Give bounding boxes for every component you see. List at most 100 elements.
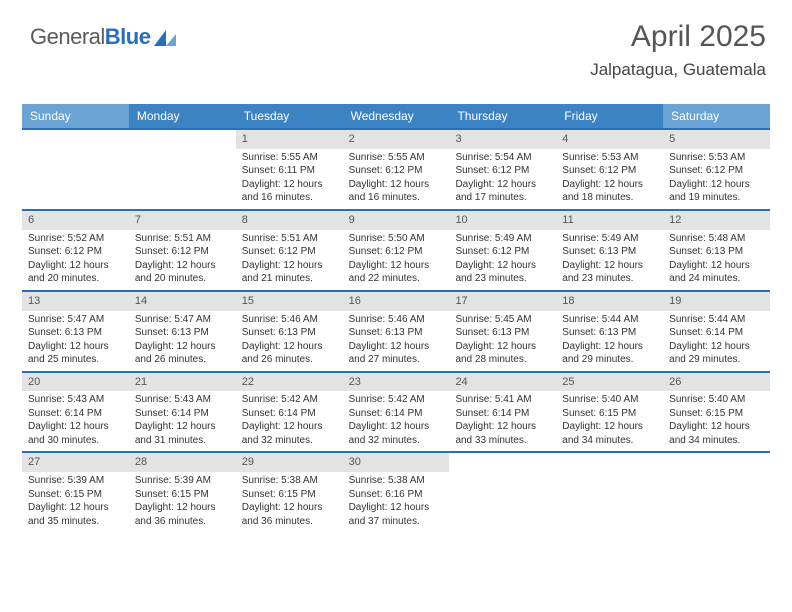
day-number: 12 (663, 211, 770, 230)
day-cell: 19Sunrise: 5:44 AMSunset: 6:14 PMDayligh… (663, 292, 770, 371)
sunrise-line: Sunrise: 5:43 AM (28, 393, 123, 407)
sunrise-line: Sunrise: 5:38 AM (349, 474, 444, 488)
sunset-line: Sunset: 6:13 PM (242, 326, 337, 340)
sunset-line: Sunset: 6:12 PM (349, 164, 444, 178)
day-body: Sunrise: 5:53 AMSunset: 6:12 PMDaylight:… (556, 149, 663, 209)
day-number: 19 (663, 292, 770, 311)
daylight-line: Daylight: 12 hours and 21 minutes. (242, 259, 337, 286)
day-cell: 3Sunrise: 5:54 AMSunset: 6:12 PMDaylight… (449, 130, 556, 209)
sunrise-line: Sunrise: 5:54 AM (455, 151, 550, 165)
day-header-monday: Monday (129, 104, 236, 128)
day-cell: 25Sunrise: 5:40 AMSunset: 6:15 PMDayligh… (556, 373, 663, 452)
day-number: 13 (22, 292, 129, 311)
day-body: Sunrise: 5:42 AMSunset: 6:14 PMDaylight:… (343, 391, 450, 451)
month-title: April 2025 (590, 20, 766, 54)
day-body: Sunrise: 5:52 AMSunset: 6:12 PMDaylight:… (22, 230, 129, 290)
day-body: Sunrise: 5:41 AMSunset: 6:14 PMDaylight:… (449, 391, 556, 451)
header-right: April 2025 Jalpatagua, Guatemala (590, 20, 766, 80)
sunrise-line: Sunrise: 5:39 AM (28, 474, 123, 488)
day-header-friday: Friday (556, 104, 663, 128)
day-number: 22 (236, 373, 343, 392)
sunrise-line: Sunrise: 5:55 AM (349, 151, 444, 165)
day-body: Sunrise: 5:53 AMSunset: 6:12 PMDaylight:… (663, 149, 770, 209)
sunset-line: Sunset: 6:14 PM (455, 407, 550, 421)
calendar: SundayMondayTuesdayWednesdayThursdayFrid… (22, 104, 770, 532)
day-header-thursday: Thursday (449, 104, 556, 128)
day-body: Sunrise: 5:40 AMSunset: 6:15 PMDaylight:… (556, 391, 663, 451)
sunrise-line: Sunrise: 5:48 AM (669, 232, 764, 246)
day-cell-empty (556, 453, 663, 532)
sunrise-line: Sunrise: 5:38 AM (242, 474, 337, 488)
day-cell: 24Sunrise: 5:41 AMSunset: 6:14 PMDayligh… (449, 373, 556, 452)
day-cell: 9Sunrise: 5:50 AMSunset: 6:12 PMDaylight… (343, 211, 450, 290)
day-cell: 17Sunrise: 5:45 AMSunset: 6:13 PMDayligh… (449, 292, 556, 371)
day-body: Sunrise: 5:38 AMSunset: 6:16 PMDaylight:… (343, 472, 450, 532)
sunset-line: Sunset: 6:12 PM (28, 245, 123, 259)
daylight-line: Daylight: 12 hours and 33 minutes. (455, 420, 550, 447)
daylight-line: Daylight: 12 hours and 16 minutes. (349, 178, 444, 205)
day-number: 14 (129, 292, 236, 311)
week-row: 20Sunrise: 5:43 AMSunset: 6:14 PMDayligh… (22, 371, 770, 452)
day-number: 7 (129, 211, 236, 230)
day-cell: 21Sunrise: 5:43 AMSunset: 6:14 PMDayligh… (129, 373, 236, 452)
day-cell: 5Sunrise: 5:53 AMSunset: 6:12 PMDaylight… (663, 130, 770, 209)
day-body: Sunrise: 5:38 AMSunset: 6:15 PMDaylight:… (236, 472, 343, 532)
day-cell: 7Sunrise: 5:51 AMSunset: 6:12 PMDaylight… (129, 211, 236, 290)
day-number: 26 (663, 373, 770, 392)
sunrise-line: Sunrise: 5:44 AM (562, 313, 657, 327)
day-header-tuesday: Tuesday (236, 104, 343, 128)
daylight-line: Daylight: 12 hours and 34 minutes. (562, 420, 657, 447)
day-body: Sunrise: 5:47 AMSunset: 6:13 PMDaylight:… (22, 311, 129, 371)
day-cell-empty (663, 453, 770, 532)
sunset-line: Sunset: 6:12 PM (455, 245, 550, 259)
sunrise-line: Sunrise: 5:40 AM (562, 393, 657, 407)
sunrise-line: Sunrise: 5:45 AM (455, 313, 550, 327)
day-number: 3 (449, 130, 556, 149)
day-body: Sunrise: 5:46 AMSunset: 6:13 PMDaylight:… (236, 311, 343, 371)
daylight-line: Daylight: 12 hours and 36 minutes. (242, 501, 337, 528)
day-cell: 11Sunrise: 5:49 AMSunset: 6:13 PMDayligh… (556, 211, 663, 290)
sunset-line: Sunset: 6:16 PM (349, 488, 444, 502)
week-row: 6Sunrise: 5:52 AMSunset: 6:12 PMDaylight… (22, 209, 770, 290)
sunset-line: Sunset: 6:15 PM (28, 488, 123, 502)
day-cell: 29Sunrise: 5:38 AMSunset: 6:15 PMDayligh… (236, 453, 343, 532)
day-cell: 22Sunrise: 5:42 AMSunset: 6:14 PMDayligh… (236, 373, 343, 452)
day-number: 4 (556, 130, 663, 149)
daylight-line: Daylight: 12 hours and 34 minutes. (669, 420, 764, 447)
sunset-line: Sunset: 6:14 PM (669, 326, 764, 340)
day-body: Sunrise: 5:45 AMSunset: 6:13 PMDaylight:… (449, 311, 556, 371)
day-number: 1 (236, 130, 343, 149)
day-cell: 15Sunrise: 5:46 AMSunset: 6:13 PMDayligh… (236, 292, 343, 371)
sunrise-line: Sunrise: 5:50 AM (349, 232, 444, 246)
day-body: Sunrise: 5:39 AMSunset: 6:15 PMDaylight:… (129, 472, 236, 532)
sunrise-line: Sunrise: 5:40 AM (669, 393, 764, 407)
sunset-line: Sunset: 6:14 PM (28, 407, 123, 421)
day-number: 20 (22, 373, 129, 392)
day-body: Sunrise: 5:50 AMSunset: 6:12 PMDaylight:… (343, 230, 450, 290)
day-number: 29 (236, 453, 343, 472)
daylight-line: Daylight: 12 hours and 27 minutes. (349, 340, 444, 367)
sunset-line: Sunset: 6:12 PM (455, 164, 550, 178)
day-header-saturday: Saturday (663, 104, 770, 128)
sunset-line: Sunset: 6:13 PM (562, 245, 657, 259)
location: Jalpatagua, Guatemala (590, 60, 766, 80)
day-body: Sunrise: 5:40 AMSunset: 6:15 PMDaylight:… (663, 391, 770, 451)
weeks-container: 1Sunrise: 5:55 AMSunset: 6:11 PMDaylight… (22, 128, 770, 532)
day-number: 30 (343, 453, 450, 472)
day-body: Sunrise: 5:43 AMSunset: 6:14 PMDaylight:… (129, 391, 236, 451)
sunset-line: Sunset: 6:13 PM (562, 326, 657, 340)
day-number: 28 (129, 453, 236, 472)
logo-text: GeneralBlue (30, 24, 150, 50)
day-number: 25 (556, 373, 663, 392)
sunset-line: Sunset: 6:15 PM (669, 407, 764, 421)
sunset-line: Sunset: 6:12 PM (242, 245, 337, 259)
sunset-line: Sunset: 6:14 PM (349, 407, 444, 421)
day-cell: 13Sunrise: 5:47 AMSunset: 6:13 PMDayligh… (22, 292, 129, 371)
day-number: 6 (22, 211, 129, 230)
daylight-line: Daylight: 12 hours and 16 minutes. (242, 178, 337, 205)
daylight-line: Daylight: 12 hours and 30 minutes. (28, 420, 123, 447)
sunrise-line: Sunrise: 5:49 AM (455, 232, 550, 246)
day-number: 5 (663, 130, 770, 149)
daylight-line: Daylight: 12 hours and 26 minutes. (242, 340, 337, 367)
day-cell: 27Sunrise: 5:39 AMSunset: 6:15 PMDayligh… (22, 453, 129, 532)
